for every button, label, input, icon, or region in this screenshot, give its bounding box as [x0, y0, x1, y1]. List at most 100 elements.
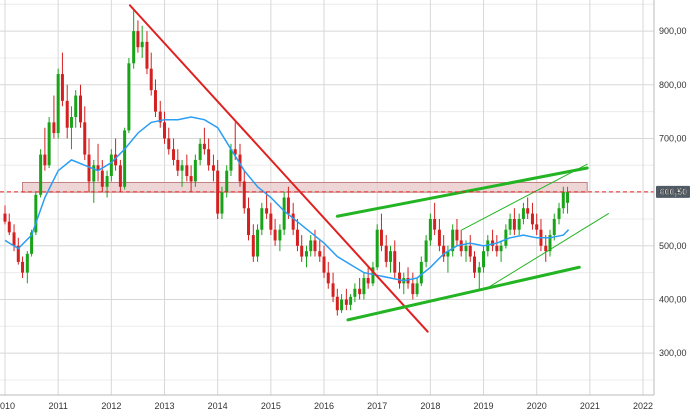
candle-up	[552, 218, 556, 236]
candle-down	[153, 90, 157, 112]
candle-down	[21, 261, 25, 273]
candle-down	[247, 208, 251, 236]
candle-up	[464, 245, 468, 252]
candle-up	[56, 74, 60, 134]
candle-up	[349, 296, 353, 305]
candle-down	[411, 283, 415, 295]
candle-down	[379, 229, 383, 246]
candle-down	[331, 283, 335, 297]
candle-down	[79, 95, 83, 123]
y-tick-label: 900,00	[659, 26, 687, 36]
candle-down	[185, 165, 189, 177]
candle-up	[548, 235, 552, 252]
candle-down	[291, 213, 295, 230]
candle-up	[282, 197, 286, 230]
candle-up	[278, 229, 282, 241]
candle-up	[477, 267, 481, 273]
candle-down	[512, 218, 516, 230]
candle-down	[172, 149, 176, 160]
candle-down	[468, 245, 472, 257]
candle-up	[353, 288, 357, 297]
candle-down	[286, 197, 290, 214]
candle-down	[326, 272, 330, 284]
candle-up	[424, 240, 428, 262]
candle-down	[526, 208, 530, 214]
y-tick-label: 800,00	[659, 80, 687, 90]
moving-average-line	[4, 116, 570, 282]
candle-down	[16, 245, 20, 262]
candle-down	[335, 296, 339, 311]
y-tick-label: 600,00	[659, 187, 687, 197]
candle-down	[100, 170, 104, 187]
candle-down	[118, 165, 122, 187]
candle-down	[273, 229, 277, 241]
candle-up	[74, 95, 78, 117]
current-price-tag	[656, 185, 690, 198]
candle-up	[499, 245, 503, 252]
y-tick-label: 500,00	[659, 241, 687, 251]
candle-down	[398, 272, 402, 284]
candle-up	[140, 41, 144, 48]
candle-down	[43, 154, 47, 166]
candle-down	[233, 149, 237, 155]
candle-down	[149, 68, 153, 91]
candle-up	[557, 208, 561, 219]
candle-down	[145, 41, 149, 69]
candle-down	[136, 31, 140, 48]
candle-up	[193, 159, 197, 182]
candle-down	[318, 251, 322, 257]
candle-up	[482, 251, 486, 268]
candle-down	[495, 245, 499, 252]
candle-up	[34, 194, 38, 233]
candle-up	[132, 31, 136, 64]
candle-up	[198, 143, 202, 160]
candle-up	[260, 208, 264, 230]
candle-down	[459, 240, 463, 252]
candle-up	[309, 240, 313, 252]
candle-up	[566, 192, 570, 203]
candle-up	[256, 229, 260, 257]
candle-down	[344, 299, 348, 305]
gridlines	[0, 0, 654, 395]
candle-up	[69, 116, 73, 128]
y-tick-label: 400,00	[659, 294, 687, 304]
candle-down	[472, 256, 476, 273]
candle-down	[491, 240, 495, 246]
candle-down	[442, 245, 446, 257]
candle-down	[87, 154, 91, 182]
moving-average-layer	[4, 116, 570, 282]
candle-up	[451, 229, 455, 252]
candle-down	[242, 181, 246, 209]
candle-down	[393, 251, 397, 273]
candle-up	[504, 229, 508, 246]
candle-down	[455, 229, 459, 241]
x-tick-label: 2018	[420, 401, 440, 411]
candle-down	[295, 229, 299, 246]
candle-down	[3, 213, 7, 222]
candle-down	[366, 278, 370, 284]
candle-down	[358, 288, 362, 295]
candle-down	[202, 143, 206, 150]
candle-up	[30, 232, 34, 254]
trendline-channel-lower-wide	[346, 265, 581, 322]
candle-up	[225, 170, 229, 193]
candle-down	[189, 176, 193, 182]
candle-down	[265, 208, 269, 214]
candle-up	[362, 278, 366, 295]
candle-up	[229, 149, 233, 171]
candles-layer	[3, 9, 570, 316]
candle-down	[176, 159, 180, 171]
candle-up	[39, 154, 43, 195]
candle-down	[65, 100, 69, 128]
candle-down	[530, 213, 534, 225]
trendline-inner-channel-lower	[485, 213, 609, 290]
candle-down	[251, 235, 255, 257]
candle-down	[433, 218, 437, 230]
candle-up	[561, 192, 565, 209]
candle-up	[340, 299, 344, 311]
candle-down	[269, 213, 273, 230]
candle-up	[220, 192, 224, 214]
x-tick-label: 2021	[580, 401, 600, 411]
